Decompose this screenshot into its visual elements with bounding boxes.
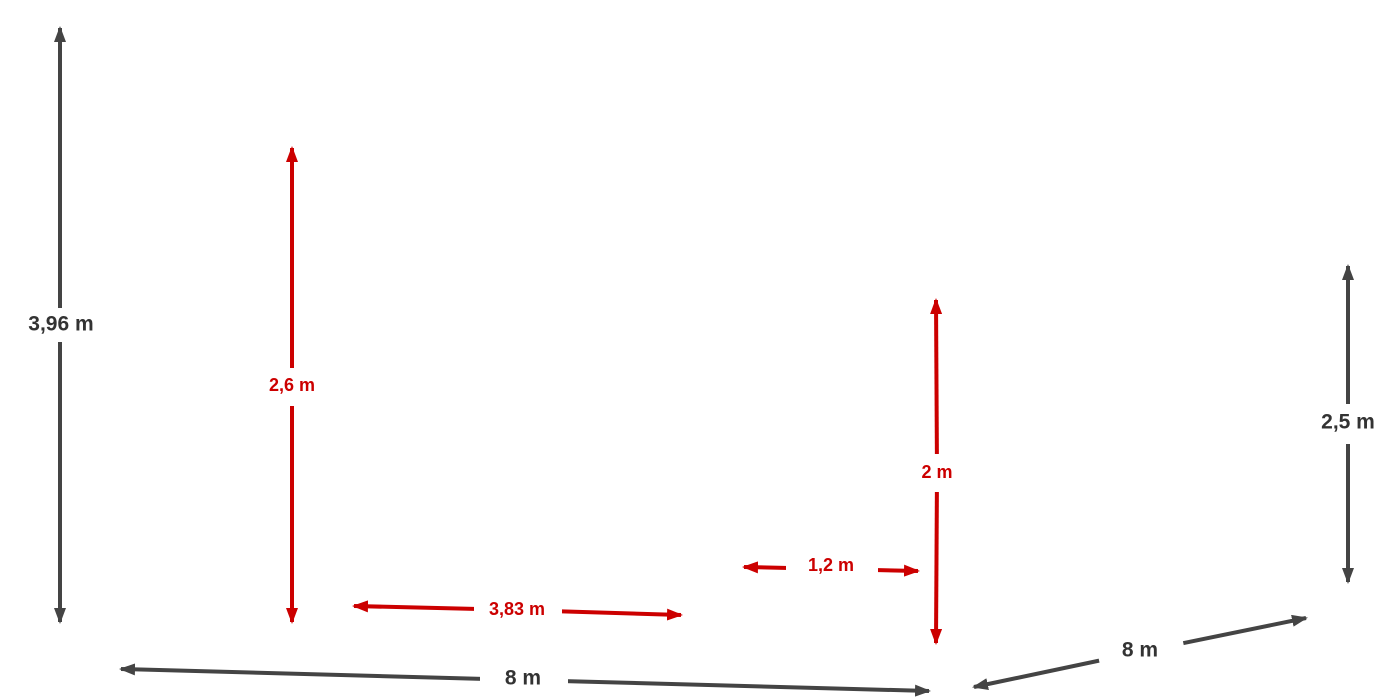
- dimension-arrow: 2 m: [912, 298, 962, 645]
- dimension-arrow: 3,96 m: [20, 26, 102, 624]
- dimension-label: 8 m: [505, 667, 541, 690]
- dimension-label: 8 m: [1122, 639, 1158, 662]
- dimension-arrow: 2,6 m: [262, 146, 324, 624]
- dimension-label: 2,6 m: [269, 375, 315, 395]
- dimension-arrow: 2,5 m: [1312, 264, 1384, 584]
- dimension-arrow: 1,2 m: [742, 553, 920, 581]
- dimension-label: 3,83 m: [489, 599, 545, 619]
- dimension-label: 1,2 m: [808, 555, 854, 575]
- dimension-label: 3,96 m: [28, 313, 93, 336]
- dimension-arrow: 8 m: [972, 614, 1308, 690]
- dimension-arrow: 8 m: [119, 663, 931, 697]
- dimension-arrow: 3,83 m: [352, 596, 683, 624]
- dimension-label: 2,5 m: [1321, 411, 1375, 434]
- dimension-label: 2 m: [921, 462, 952, 482]
